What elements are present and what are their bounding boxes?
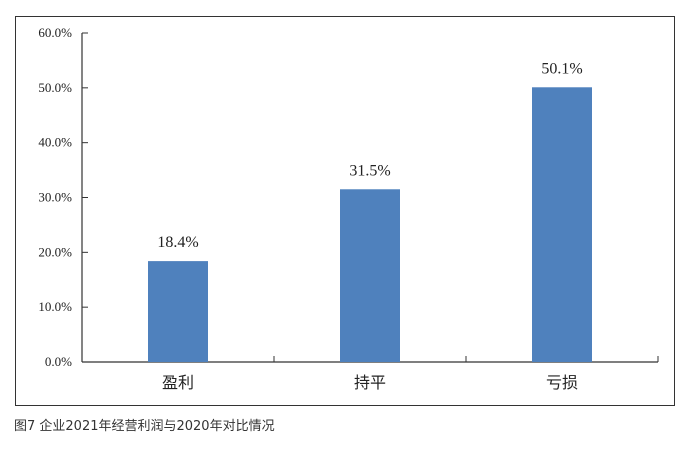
bar-1 bbox=[148, 261, 208, 362]
bar-3 bbox=[532, 87, 592, 362]
y-tick-label: 40.0% bbox=[38, 135, 72, 150]
data-label: 18.4% bbox=[157, 234, 198, 251]
data-label: 31.5% bbox=[349, 162, 390, 179]
y-tick-label: 10.0% bbox=[38, 299, 72, 314]
category-label: 盈利 bbox=[162, 373, 194, 392]
category-label: 亏损 bbox=[546, 373, 578, 392]
bar-2 bbox=[340, 189, 400, 362]
y-tick-label: 20.0% bbox=[38, 244, 72, 259]
chart-frame bbox=[15, 16, 675, 406]
y-tick-label: 0.0% bbox=[45, 354, 72, 369]
y-tick-label: 50.0% bbox=[38, 80, 72, 95]
figure-caption: 图7 企业2021年经营利润与2020年对比情况 bbox=[14, 419, 275, 434]
category-label: 持平 bbox=[354, 373, 386, 392]
y-tick-label: 30.0% bbox=[38, 190, 72, 205]
data-label: 50.1% bbox=[541, 60, 582, 77]
y-tick-label: 60.0% bbox=[38, 25, 72, 40]
